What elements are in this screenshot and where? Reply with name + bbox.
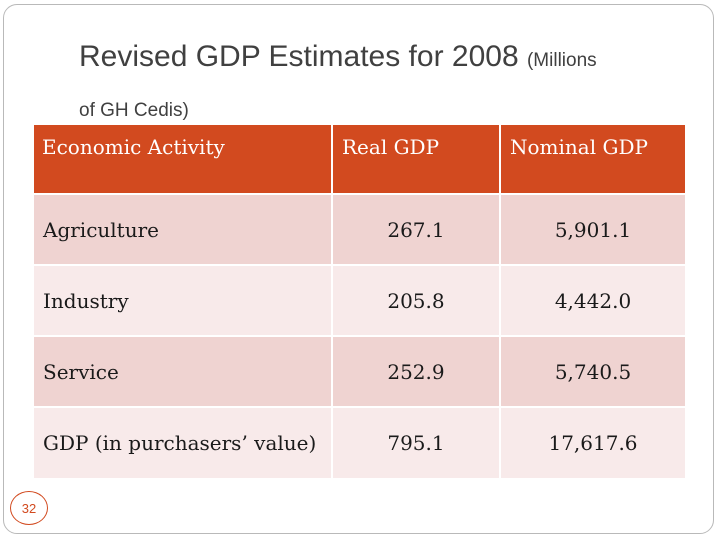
header-nominal-gdp: Nominal GDP <box>499 125 685 194</box>
cell-real-gdp: 252.9 <box>331 335 500 407</box>
title-unit-line2: of GH Cedis) <box>79 100 189 121</box>
cell-activity: GDP (in purchasers’ value) <box>34 406 332 478</box>
header-real-gdp: Real GDP <box>331 125 500 194</box>
cell-nominal-gdp: 5,901.1 <box>499 193 685 265</box>
table-row: Service 252.9 5,740.5 <box>34 335 685 407</box>
cell-real-gdp: 205.8 <box>331 264 500 336</box>
cell-real-gdp: 795.1 <box>331 406 500 478</box>
cell-nominal-gdp: 17,617.6 <box>499 406 685 478</box>
title-main: Revised GDP Estimates for 2008 <box>79 40 527 73</box>
table-row: GDP (in purchasers’ value) 795.1 17,617.… <box>34 406 685 478</box>
cell-real-gdp: 267.1 <box>331 193 500 265</box>
table-row: Agriculture 267.1 5,901.1 <box>34 193 685 265</box>
gdp-table: Economic Activity Real GDP Nominal GDP A… <box>34 125 685 478</box>
cell-nominal-gdp: 4,442.0 <box>499 264 685 336</box>
slide-title: Revised GDP Estimates for 2008 (Millions… <box>79 34 699 134</box>
cell-activity: Service <box>34 335 332 407</box>
title-unit: (Millions <box>526 50 597 71</box>
cell-nominal-gdp: 5,740.5 <box>499 335 685 407</box>
cell-activity: Agriculture <box>34 193 332 265</box>
page-number-badge: 32 <box>10 491 48 525</box>
header-economic-activity: Economic Activity <box>34 125 332 194</box>
table-row: Industry 205.8 4,442.0 <box>34 264 685 336</box>
cell-activity: Industry <box>34 264 332 336</box>
slide-frame <box>3 4 714 534</box>
page-number: 32 <box>21 500 37 516</box>
table-header-row: Economic Activity Real GDP Nominal GDP <box>34 125 685 194</box>
